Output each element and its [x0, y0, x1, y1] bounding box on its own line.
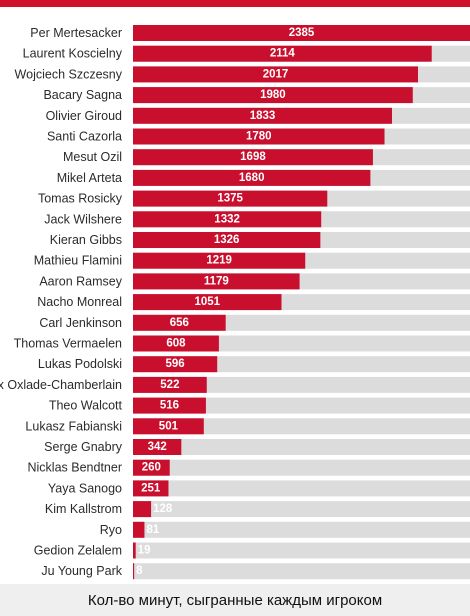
category-label: Kim Kallstrom — [45, 502, 122, 516]
category-label: Mesut Ozil — [63, 150, 122, 164]
data-label: 1833 — [250, 110, 276, 122]
category-label: Nacho Monreal — [37, 295, 122, 309]
category-label: Nicklas Bendtner — [28, 461, 123, 475]
category-label: Mikel Arteta — [57, 171, 122, 185]
bar — [133, 397, 206, 414]
bar-track — [133, 356, 470, 373]
bar — [133, 563, 135, 580]
bar — [133, 128, 385, 145]
bar-track — [133, 542, 470, 559]
bar — [133, 66, 419, 83]
data-label: 128 — [153, 503, 173, 515]
bar — [133, 190, 328, 207]
bar-track — [133, 397, 470, 414]
data-label: 251 — [141, 482, 161, 494]
bar — [133, 501, 152, 518]
bar — [133, 356, 218, 373]
category-label: Theo Walcott — [49, 399, 123, 413]
data-label: 516 — [160, 400, 179, 412]
data-label: 501 — [159, 420, 179, 432]
category-label: Aaron Ramsey — [39, 274, 122, 288]
category-label: Santi Cazorla — [47, 130, 122, 144]
category-label: Tomas Rosicky — [38, 192, 123, 206]
data-label: 19 — [138, 545, 151, 557]
category-label: Olivier Giroud — [46, 109, 122, 123]
data-label: 2385 — [289, 27, 315, 39]
category-label: Ryo — [100, 523, 122, 537]
data-label: 1680 — [239, 172, 265, 184]
category-label: Gedion Zelalem — [34, 544, 122, 558]
bar-track — [133, 459, 470, 476]
data-label: 1780 — [246, 131, 272, 143]
data-label: 1980 — [260, 89, 286, 101]
data-label: 1219 — [206, 255, 232, 267]
data-label: 1051 — [194, 296, 220, 308]
footer: Кол-во минут, сыгранные каждым игроком — [0, 584, 470, 616]
category-label: Lukas Podolski — [38, 357, 122, 371]
bar — [133, 45, 432, 62]
bar-chart: Per Mertesacker 2385 Laurent Koscielny 2114… — [0, 25, 470, 580]
bar-track — [133, 439, 470, 455]
category-label: Alex Oxlade-Chamberlain — [0, 378, 122, 392]
category-label: Per Mertesacker — [30, 26, 122, 40]
bar-track — [133, 501, 470, 518]
bar-track — [133, 563, 470, 580]
bar — [133, 169, 371, 186]
data-label: 2114 — [270, 48, 296, 60]
data-label: 342 — [148, 441, 167, 453]
data-label: 8 — [136, 565, 143, 577]
category-label: Lukasz Fabianski — [25, 419, 122, 433]
bar-track — [133, 418, 470, 435]
bar — [133, 439, 182, 455]
data-label: 1375 — [217, 193, 243, 205]
category-label: Serge Gnabry — [44, 440, 123, 454]
category-label: Laurent Koscielny — [23, 47, 123, 61]
bar — [133, 459, 170, 476]
bar — [133, 273, 300, 290]
bar — [133, 107, 393, 124]
bar-track — [133, 480, 470, 497]
bar — [133, 480, 169, 497]
category-label: Mathieu Flamini — [34, 254, 122, 268]
data-label: 1332 — [214, 213, 240, 225]
data-label: 608 — [166, 338, 186, 350]
category-label: Bacary Sagna — [43, 88, 122, 102]
top-accent-bar — [0, 0, 470, 7]
bar — [133, 521, 145, 538]
category-label: Ju Young Park — [41, 564, 122, 578]
bar — [133, 211, 322, 228]
bar-track — [133, 376, 470, 393]
bar — [133, 25, 470, 41]
data-label: 596 — [166, 358, 185, 370]
bar — [133, 314, 226, 331]
chart-caption: Кол-во минут, сыгранные каждым игроком — [87, 591, 383, 609]
bar — [133, 149, 373, 166]
bar-track — [133, 521, 470, 538]
data-label: 1698 — [240, 151, 266, 163]
category-label: Carl Jenkinson — [39, 316, 122, 330]
data-label: 2017 — [263, 68, 289, 80]
data-label: 81 — [146, 524, 159, 536]
category-label: Thomas Vermaelen — [14, 337, 122, 351]
bar — [133, 87, 413, 104]
category-label: Yaya Sanogo — [48, 481, 122, 495]
bar — [133, 335, 219, 352]
bar — [133, 542, 136, 559]
bar — [133, 418, 204, 435]
data-label: 522 — [160, 379, 179, 391]
data-label: 1326 — [214, 234, 240, 246]
bar — [133, 294, 282, 311]
bar — [133, 376, 207, 393]
data-label: 260 — [142, 462, 161, 474]
bar — [133, 252, 306, 269]
category-label: Kieran Gibbs — [50, 233, 122, 247]
data-label: 1179 — [204, 275, 229, 287]
category-label: Wojciech Szczesny — [15, 67, 123, 81]
bar — [133, 232, 321, 248]
data-label: 656 — [170, 317, 189, 329]
category-label: Jack Wilshere — [44, 212, 122, 226]
